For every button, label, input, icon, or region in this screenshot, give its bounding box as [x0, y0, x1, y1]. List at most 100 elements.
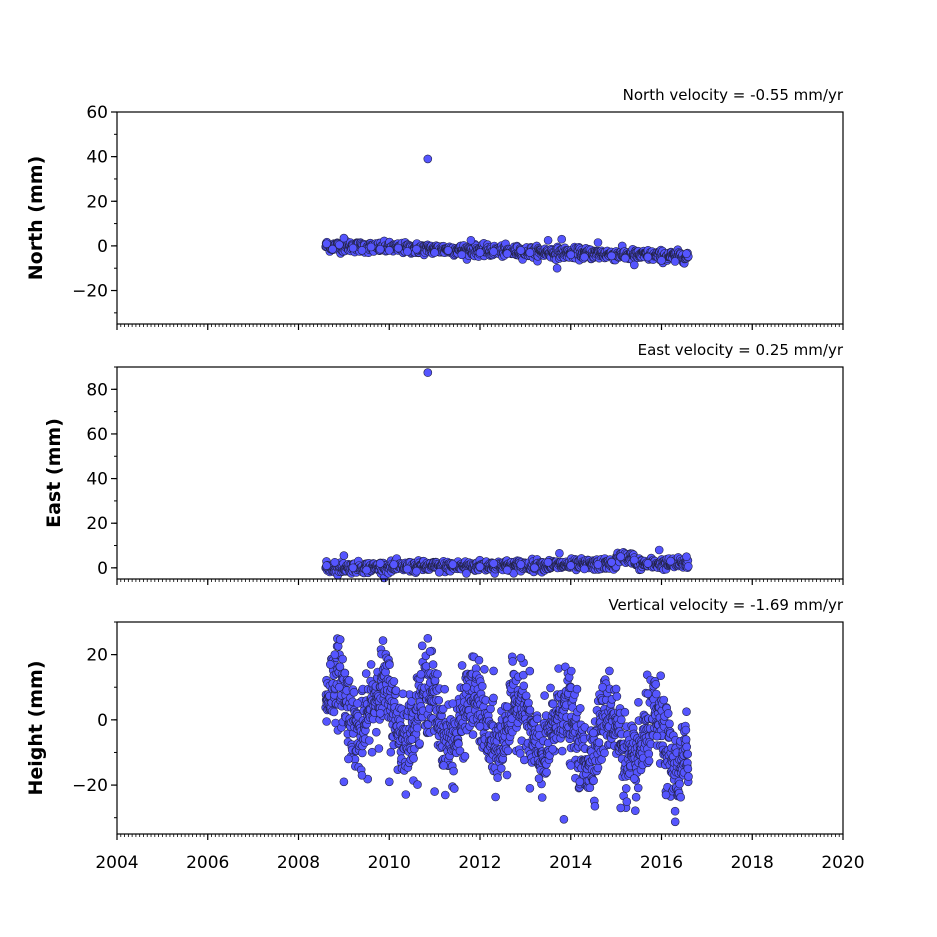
height-data-point — [616, 803, 626, 813]
height-cloud-point — [593, 763, 603, 773]
east-data-point — [682, 552, 691, 562]
height-cloud-point — [385, 660, 394, 670]
height-data-point — [462, 682, 471, 692]
height-cloud-point — [493, 773, 502, 783]
north-data-point — [643, 252, 653, 262]
height-data-point — [559, 814, 569, 824]
height-cloud-point — [616, 715, 626, 725]
height-cloud-point — [401, 790, 411, 799]
north-data-point — [593, 238, 603, 247]
height-cloud-point — [474, 655, 484, 665]
north-data-point — [489, 247, 498, 256]
height-cloud-point — [683, 749, 693, 759]
height-cloud-point — [524, 698, 533, 708]
east-data-point — [475, 562, 485, 572]
height-cloud-point — [684, 772, 693, 781]
east-data-point — [489, 559, 498, 568]
east-data-point — [530, 563, 539, 573]
height-data-point — [407, 735, 417, 744]
height-cloud-point — [481, 695, 491, 705]
east-data-point — [607, 557, 616, 567]
height-cloud-point — [589, 776, 598, 785]
height-data-point — [548, 744, 557, 754]
height-data-point — [575, 777, 585, 787]
height-cloud-point — [440, 790, 450, 800]
north-data-point — [475, 248, 485, 257]
north-ytick-label: 0 — [97, 237, 108, 257]
height-cloud-point — [468, 730, 478, 739]
xtick-label: 2008 — [277, 853, 320, 873]
height-cloud-point — [575, 703, 585, 713]
north-data-point — [682, 249, 691, 258]
north-data-point — [543, 236, 553, 245]
height-cloud-point — [477, 681, 487, 691]
height-data-point — [416, 669, 426, 679]
east-data-point — [434, 567, 444, 577]
height-cloud-point — [566, 666, 576, 676]
north-ylabel: North (mm) — [25, 156, 47, 281]
height-ylabel: Height (mm) — [25, 660, 47, 795]
height-cloud-point — [600, 748, 609, 758]
height-cloud-point — [659, 695, 669, 705]
height-velocity-label: Vertical velocity = -1.69 mm/yr — [608, 596, 843, 614]
height-cloud-point — [656, 671, 666, 681]
north-data-point — [629, 260, 639, 270]
xtick-label: 2010 — [368, 853, 411, 873]
height-data-point — [534, 774, 544, 783]
height-cloud-point — [440, 684, 450, 694]
height-data-point — [425, 647, 435, 656]
height-cloud-point — [508, 657, 518, 666]
east-data-point — [616, 552, 626, 562]
north-data-point — [366, 242, 376, 252]
east-data-point — [412, 566, 421, 576]
north-data-point — [607, 251, 616, 261]
north-data-point — [457, 250, 467, 260]
height-cloud-point — [417, 641, 427, 651]
east-data-point — [330, 557, 340, 567]
height-data-point — [448, 699, 458, 708]
height-data-point — [375, 708, 385, 718]
xtick-label: 2018 — [731, 853, 774, 873]
east-ylabel: East (mm) — [43, 418, 65, 528]
height-cloud-point — [486, 704, 495, 714]
north-ytick-label: −20 — [72, 282, 108, 302]
east-data-point — [566, 561, 576, 570]
height-cloud-point — [378, 636, 388, 645]
height-cloud-point — [537, 793, 547, 802]
height-cloud-point — [480, 664, 489, 674]
height-cloud-point — [540, 691, 549, 700]
height-data-point — [353, 699, 362, 708]
north-data-point — [516, 246, 526, 255]
height-data-point — [502, 702, 512, 712]
height-cloud-point — [681, 725, 691, 735]
east-data-point — [389, 560, 399, 569]
height-cloud-point — [335, 635, 345, 644]
east-ytick-label: 40 — [86, 470, 108, 490]
height-cloud-point — [630, 806, 640, 816]
north-data-point — [552, 263, 562, 273]
height-cloud-point — [338, 654, 347, 664]
height-data-point — [566, 761, 576, 770]
height-cloud-point — [491, 792, 500, 802]
north-data-point — [466, 236, 476, 245]
height-data-point — [330, 650, 340, 659]
east-data-point — [339, 551, 349, 560]
east-data-point — [555, 548, 564, 558]
height-cloud-point — [670, 817, 680, 827]
north-data-point — [525, 248, 535, 257]
height-cloud-point — [621, 784, 631, 793]
height-cloud-point — [525, 705, 535, 715]
east-cloud-point — [683, 562, 693, 571]
height-data-point — [334, 682, 344, 692]
north-data-point — [620, 253, 630, 263]
height-cloud-point — [434, 695, 444, 705]
north-data-point — [443, 246, 453, 255]
height-data-point — [366, 660, 376, 669]
north-data-point — [423, 154, 433, 164]
height-cloud-point — [620, 707, 630, 717]
height-data-point — [339, 777, 349, 787]
north-data-point — [670, 257, 680, 266]
height-cloud-point — [386, 747, 396, 757]
height-cloud-point — [381, 667, 390, 677]
